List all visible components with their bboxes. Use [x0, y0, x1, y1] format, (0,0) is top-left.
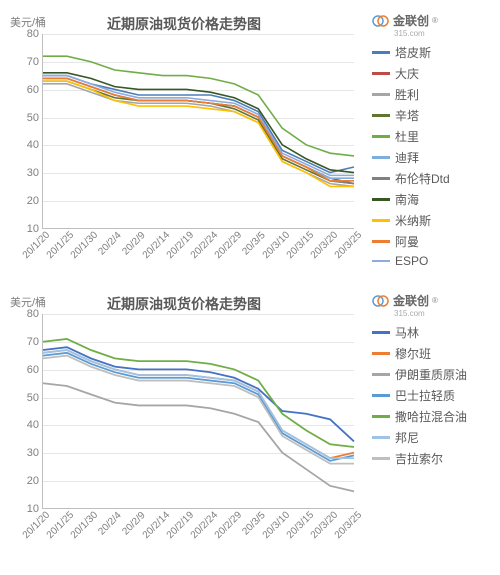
brand-icon — [372, 295, 390, 307]
legend-swatch — [372, 72, 390, 75]
legend-label: 马林 — [395, 324, 419, 341]
y-tick-label: 30 — [27, 167, 43, 179]
series-line — [43, 339, 354, 447]
brand-text: 金联创 — [393, 292, 429, 309]
y-tick-label: 20 — [27, 475, 43, 487]
x-tick-container: 20/1/2020/1/2520/1/3020/2/420/2/920/2/14… — [42, 230, 354, 280]
legend-swatch — [372, 436, 390, 439]
line-layer — [43, 34, 354, 228]
series-line — [43, 383, 354, 491]
y-tick-label: 60 — [27, 84, 43, 96]
chart-title: 近期原油现货价格走势图 — [107, 14, 261, 34]
legend-item: 伊朗重质原油 — [372, 366, 496, 383]
legend-label: 塔皮斯 — [395, 44, 431, 61]
y-tick-label: 60 — [27, 364, 43, 376]
legend-item: 米纳斯 — [372, 212, 496, 229]
chart-panel: 美元/桶近期原油现货价格走势图102030405060708020/1/2020… — [4, 8, 496, 288]
legend-swatch — [372, 331, 390, 334]
legend-swatch — [372, 198, 390, 201]
x-tick-label: 20/2/4 — [96, 510, 123, 537]
legend-swatch — [372, 352, 390, 355]
chart-area: 美元/桶近期原油现货价格走势图102030405060708020/1/2020… — [4, 8, 364, 288]
legend-item: 布伦特Dtd — [372, 170, 496, 187]
y-tick-label: 70 — [27, 336, 43, 348]
plot-area: 1020304050607080 — [42, 314, 354, 509]
y-tick-label: 40 — [27, 419, 43, 431]
legend-area: 金联创®315.com塔皮斯大庆胜利辛塔杜里迪拜布伦特Dtd南海米纳斯阿曼ESP… — [364, 8, 496, 288]
legend-item: 辛塔 — [372, 107, 496, 124]
legend-swatch — [372, 415, 390, 418]
y-tick-label: 30 — [27, 447, 43, 459]
y-tick-label: 80 — [27, 28, 43, 40]
legend-label: ESPO — [395, 254, 428, 268]
legend-label: 南海 — [395, 191, 419, 208]
plot-area: 1020304050607080 — [42, 34, 354, 229]
y-tick-label: 20 — [27, 195, 43, 207]
legend-swatch — [372, 260, 390, 263]
legend-item: 吉拉索尔 — [372, 450, 496, 467]
legend-item: 邦尼 — [372, 429, 496, 446]
legend-label: 迪拜 — [395, 149, 419, 166]
y-tick-label: 50 — [27, 392, 43, 404]
legend-swatch — [372, 219, 390, 222]
x-tick-container: 20/1/2020/1/2520/1/3020/2/420/2/920/2/14… — [42, 510, 354, 560]
legend-item: 阿曼 — [372, 233, 496, 250]
brand-text: 金联创 — [393, 12, 429, 29]
y-tick-label: 80 — [27, 308, 43, 320]
legend-label: 吉拉索尔 — [395, 450, 443, 467]
legend-item: 迪拜 — [372, 149, 496, 166]
chart-panel: 美元/桶近期原油现货价格走势图102030405060708020/1/2020… — [4, 288, 496, 568]
legend-item: 巴士拉轻质 — [372, 387, 496, 404]
legend-label: 穆尔班 — [395, 345, 431, 362]
legend-area: 金联创®315.com马林穆尔班伊朗重质原油巴士拉轻质撒哈拉混合油邦尼吉拉索尔 — [364, 288, 496, 568]
legend-swatch — [372, 114, 390, 117]
legend-item: 杜里 — [372, 128, 496, 145]
legend-label: 大庆 — [395, 65, 419, 82]
legend-swatch — [372, 156, 390, 159]
brand-sub: 315.com — [394, 29, 496, 38]
legend-label: 巴士拉轻质 — [395, 387, 455, 404]
y-tick-label: 50 — [27, 112, 43, 124]
legend-item: 撒哈拉混合油 — [372, 408, 496, 425]
legend-item: 塔皮斯 — [372, 44, 496, 61]
series-line — [43, 78, 354, 178]
legend-label: 杜里 — [395, 128, 419, 145]
y-tick-label: 70 — [27, 56, 43, 68]
legend-label: 胜利 — [395, 86, 419, 103]
y-tick-label: 40 — [27, 139, 43, 151]
brand-mark: ® — [432, 16, 438, 25]
legend-item: 南海 — [372, 191, 496, 208]
legend-label: 阿曼 — [395, 233, 419, 250]
legend-swatch — [372, 93, 390, 96]
legend-label: 伊朗重质原油 — [395, 366, 467, 383]
brand-logo: 金联创® — [372, 12, 496, 29]
series-line — [43, 73, 354, 173]
chart-area: 美元/桶近期原油现货价格走势图102030405060708020/1/2020… — [4, 288, 364, 568]
line-layer — [43, 314, 354, 508]
x-tick-label: 20/2/4 — [96, 230, 123, 257]
legend-label: 辛塔 — [395, 107, 419, 124]
legend-swatch — [372, 51, 390, 54]
legend-label: 米纳斯 — [395, 212, 431, 229]
legend-swatch — [372, 135, 390, 138]
legend-label: 撒哈拉混合油 — [395, 408, 467, 425]
legend-swatch — [372, 457, 390, 460]
legend-swatch — [372, 177, 390, 180]
legend-item: ESPO — [372, 254, 496, 268]
legend-item: 马林 — [372, 324, 496, 341]
series-line — [43, 56, 354, 156]
legend-item: 穆尔班 — [372, 345, 496, 362]
brand-icon — [372, 15, 390, 27]
brand-logo: 金联创® — [372, 292, 496, 309]
legend-swatch — [372, 240, 390, 243]
brand-mark: ® — [432, 296, 438, 305]
legend-label: 邦尼 — [395, 429, 419, 446]
legend-swatch — [372, 373, 390, 376]
legend-item: 大庆 — [372, 65, 496, 82]
legend-label: 布伦特Dtd — [395, 170, 450, 187]
legend-swatch — [372, 394, 390, 397]
chart-title: 近期原油现货价格走势图 — [107, 294, 261, 314]
legend-item: 胜利 — [372, 86, 496, 103]
brand-sub: 315.com — [394, 309, 496, 318]
